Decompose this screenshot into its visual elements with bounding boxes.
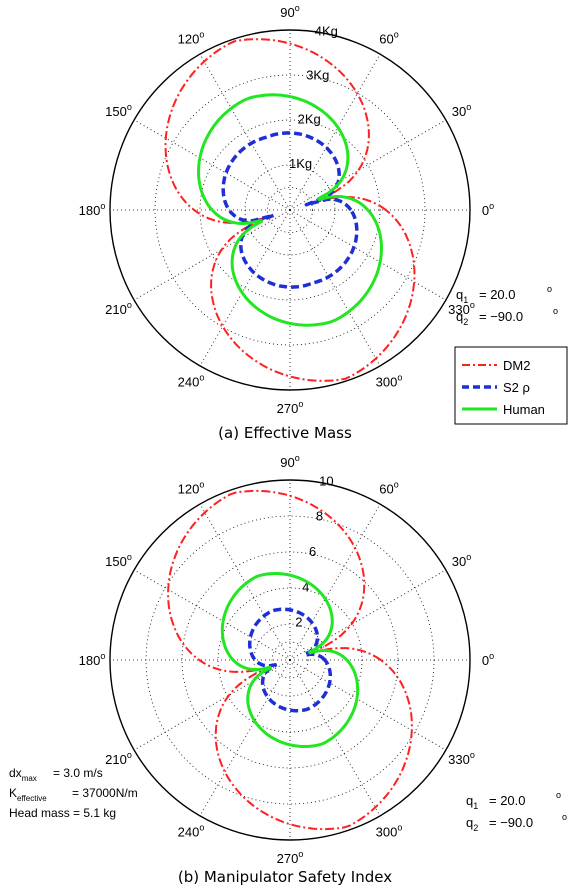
series-s2-curve — [221, 131, 359, 289]
angle-tick-label: 240o — [178, 822, 205, 839]
angle-tick-label: 120o — [178, 30, 205, 47]
q1-value: = 20.0 — [489, 793, 526, 808]
joint-annotation-a: q1 = 20.0 o q2 = −90.0 o — [456, 284, 558, 327]
radial-grid-ring — [154, 74, 426, 346]
angle-tick-label: 0o — [482, 651, 494, 668]
angle-tick-label: 240o — [178, 372, 205, 389]
series-dm2-curve — [167, 489, 413, 831]
angle-tick-labels: 0o 30o 60o 90o 120o 150o 180o 210o 240o 270o 300o 3… — [79, 453, 494, 866]
angle-tick-label: 60o — [379, 480, 398, 497]
radius-tick-label: 2 — [295, 615, 302, 630]
radial-grid-ring — [271, 641, 309, 679]
angle-tick-label: 90o — [280, 3, 299, 20]
angle-tick-label: 300o — [376, 372, 403, 389]
radius-tick-label: 3Kg — [306, 67, 329, 82]
k-effective-label: Keffective — [9, 786, 47, 803]
angle-tick-label: 90o — [280, 453, 299, 470]
angle-tick-label: 150o — [105, 552, 132, 569]
angle-tick-label: 180o — [79, 201, 106, 218]
radial-grid-ring — [267, 187, 313, 233]
angle-tick-label: 0o — [482, 201, 494, 218]
q2-degree: o — [553, 306, 558, 316]
angle-tick-label: 120o — [178, 480, 205, 497]
caption-a: (a) Effective Mass — [218, 424, 352, 442]
radius-tick-label: 6 — [309, 544, 316, 559]
angular-grid-spoke — [289, 209, 381, 367]
angle-tick-label: 60o — [379, 30, 398, 47]
angular-grid — [110, 30, 470, 390]
series-human-curve — [197, 93, 383, 327]
impact-parameters: dxmax = 3.0 m/s Keffective = 37000N/m He… — [9, 766, 138, 820]
radius-tick-label: 4Kg — [315, 23, 338, 38]
series-dm2-curve — [164, 38, 416, 382]
polar-chart-safety-index: 0o30o60o90o120o150o180o210o240o270o300o3… — [9, 453, 567, 886]
radius-tick-label: 1Kg — [289, 156, 312, 171]
q1-label: q1 — [466, 793, 478, 811]
angle-tick-labels: 0o 30o 60o 90o 120o 150o 180o 210o 240o 270o 300o 3… — [79, 3, 494, 416]
radial-grid-ring — [199, 119, 381, 301]
legend-label-s2: S2 ρ — [503, 380, 530, 395]
q1-degree: o — [547, 284, 552, 294]
q2-value: = −90.0 — [489, 815, 533, 830]
angle-tick-label: 210o — [105, 300, 132, 317]
outer-axis-circle — [109, 479, 471, 841]
q1-degree: o — [556, 790, 561, 800]
radius-tick-label: 4 — [302, 579, 309, 594]
outer-axis-circle — [109, 29, 471, 391]
series-human-curve — [220, 572, 360, 748]
joint-annotation-b: q1 = 20.0 o q2 = −90.0 o — [466, 790, 567, 833]
angle-tick-label: 270o — [277, 399, 304, 416]
q2-label: q2 — [466, 815, 478, 833]
angle-tick-label: 180o — [79, 651, 106, 668]
angle-tick-label: 300o — [376, 822, 403, 839]
q2-degree: o — [562, 812, 567, 822]
legend: DM2 S2 ρ Human — [454, 346, 568, 425]
dx-max-label: dxmax — [9, 766, 37, 783]
angle-tick-label: 210o — [105, 750, 132, 767]
angle-tick-label: 150o — [105, 102, 132, 119]
radius-tick-labels: 1Kg 2Kg 3Kg 4Kg — [289, 23, 338, 171]
angular-grid-spoke — [199, 659, 291, 817]
radius-tick-label: 8 — [316, 509, 323, 524]
radius-tick-label: 10 — [319, 473, 333, 488]
legend-label-dm2: DM2 — [503, 358, 530, 373]
angle-tick-label: 30o — [452, 102, 471, 119]
angular-grid — [110, 480, 470, 840]
q1-value: = 20.0 — [479, 287, 516, 302]
data-series — [164, 38, 416, 382]
radius-tick-label: 2Kg — [298, 112, 321, 127]
series-s2-curve — [247, 607, 333, 713]
polar-chart-effective-mass: 0o 30o 60o 90o 120o 150o 180o 210o 240o 270o 300o 3… — [79, 3, 568, 442]
angular-grid-spoke — [289, 659, 381, 817]
data-series — [167, 489, 413, 831]
legend-label-human: Human — [503, 402, 545, 417]
caption-b: (b) Manipulator Safety Index — [178, 868, 392, 886]
angle-tick-label: 30o — [452, 552, 471, 569]
q2-value: = −90.0 — [479, 309, 523, 324]
angular-grid-spoke — [289, 569, 447, 661]
angle-tick-label: 330o — [448, 750, 475, 767]
dx-max-value: = 3.0 m/s — [53, 766, 103, 780]
angular-grid-spoke — [289, 209, 447, 301]
radius-tick-labels: 2 4 6 8 10 — [295, 473, 333, 629]
angular-grid-spoke — [133, 119, 291, 211]
head-mass: Head mass = 5.1 kg — [9, 806, 116, 820]
angle-tick-label: 330o — [448, 300, 475, 317]
angle-tick-label: 270o — [277, 849, 304, 866]
k-effective-value: = 37000N/m — [72, 786, 138, 800]
angular-grid-spoke — [199, 503, 291, 661]
